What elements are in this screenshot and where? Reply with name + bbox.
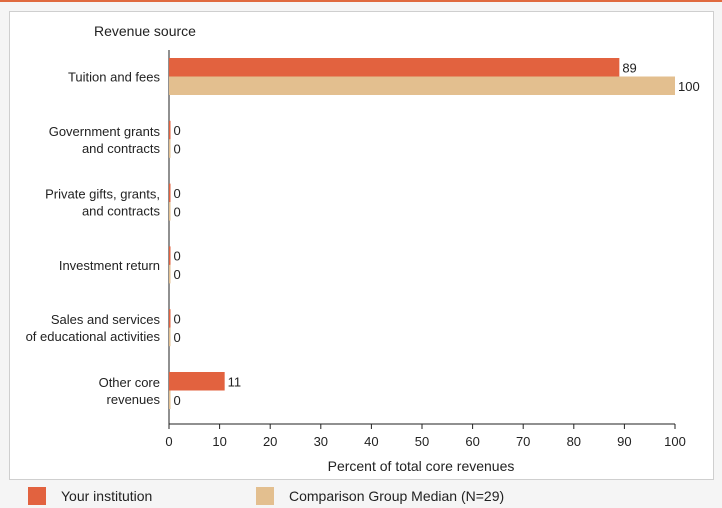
bar-value-label: 0 xyxy=(174,142,181,157)
bar-value-label: 0 xyxy=(174,204,181,219)
bar-value-label: 0 xyxy=(174,330,181,345)
x-tick-label: 0 xyxy=(165,434,172,449)
bar-value-label: 0 xyxy=(174,249,181,264)
bar-comparison-group xyxy=(169,264,171,284)
bar-value-label: 0 xyxy=(174,393,181,408)
bar-value-label: 0 xyxy=(174,186,181,201)
legend-swatch-your-institution xyxy=(28,487,46,505)
bar-your-institution xyxy=(169,58,620,77)
bar-your-institution xyxy=(169,246,171,265)
x-tick-label: 50 xyxy=(415,434,429,449)
legend-label-your-institution: Your institution xyxy=(61,488,153,504)
category-label: Sales and services xyxy=(51,312,161,327)
bar-your-institution xyxy=(169,309,171,328)
x-tick-label: 40 xyxy=(364,434,378,449)
category-label: Investment return xyxy=(59,258,160,273)
bar-comparison-group xyxy=(169,327,171,347)
category-label: of educational activities xyxy=(26,329,161,344)
bar-value-label: 11 xyxy=(228,374,242,389)
bar-value-label: 100 xyxy=(678,79,700,94)
bar-comparison-group xyxy=(169,202,171,221)
bar-value-label: 0 xyxy=(174,123,181,138)
axes: 0 10 20 30 40 50 60 70 80 90 100 xyxy=(165,50,686,449)
bar-comparison-group xyxy=(169,76,675,95)
category-label: Private gifts, grants, xyxy=(45,187,160,202)
x-tick-label: 80 xyxy=(567,434,581,449)
bar-comparison-group xyxy=(169,390,171,409)
bar-your-institution xyxy=(169,183,171,203)
category-axis-title: Revenue source xyxy=(94,23,196,39)
x-axis-title: Percent of total core revenues xyxy=(328,458,515,474)
category-label: and contracts xyxy=(82,141,161,156)
bar-value-label: 0 xyxy=(174,311,181,326)
legend-item-your-institution: Your institution xyxy=(28,487,152,505)
bar-value-label: 0 xyxy=(174,267,181,282)
x-tick-label: 90 xyxy=(617,434,631,449)
bar-value-label: 89 xyxy=(622,60,636,75)
labels: Tuition and fees 89 100 Government grants an… xyxy=(26,60,700,408)
bar-your-institution xyxy=(169,120,171,140)
bars xyxy=(169,58,675,409)
bar-your-institution xyxy=(169,372,225,391)
x-tick-label: 30 xyxy=(314,434,328,449)
legend: Your institution Comparison Group Median… xyxy=(0,481,722,508)
bar-comparison-group xyxy=(169,139,171,158)
category-label: Government grants xyxy=(49,124,161,139)
x-tick-label: 70 xyxy=(516,434,530,449)
legend-swatch-comparison-group xyxy=(256,487,274,505)
x-tick-label: 100 xyxy=(664,434,686,449)
x-tick-label: 60 xyxy=(465,434,479,449)
legend-item-comparison-group: Comparison Group Median (N=29) xyxy=(256,487,504,505)
category-label: Other core xyxy=(99,375,160,390)
x-tick-label: 10 xyxy=(212,434,226,449)
legend-label-comparison-group: Comparison Group Median (N=29) xyxy=(289,488,505,504)
category-label: revenues xyxy=(107,392,161,407)
x-tick-label: 20 xyxy=(263,434,277,449)
category-label: Tuition and fees xyxy=(68,70,161,85)
category-label: and contracts xyxy=(82,204,161,219)
